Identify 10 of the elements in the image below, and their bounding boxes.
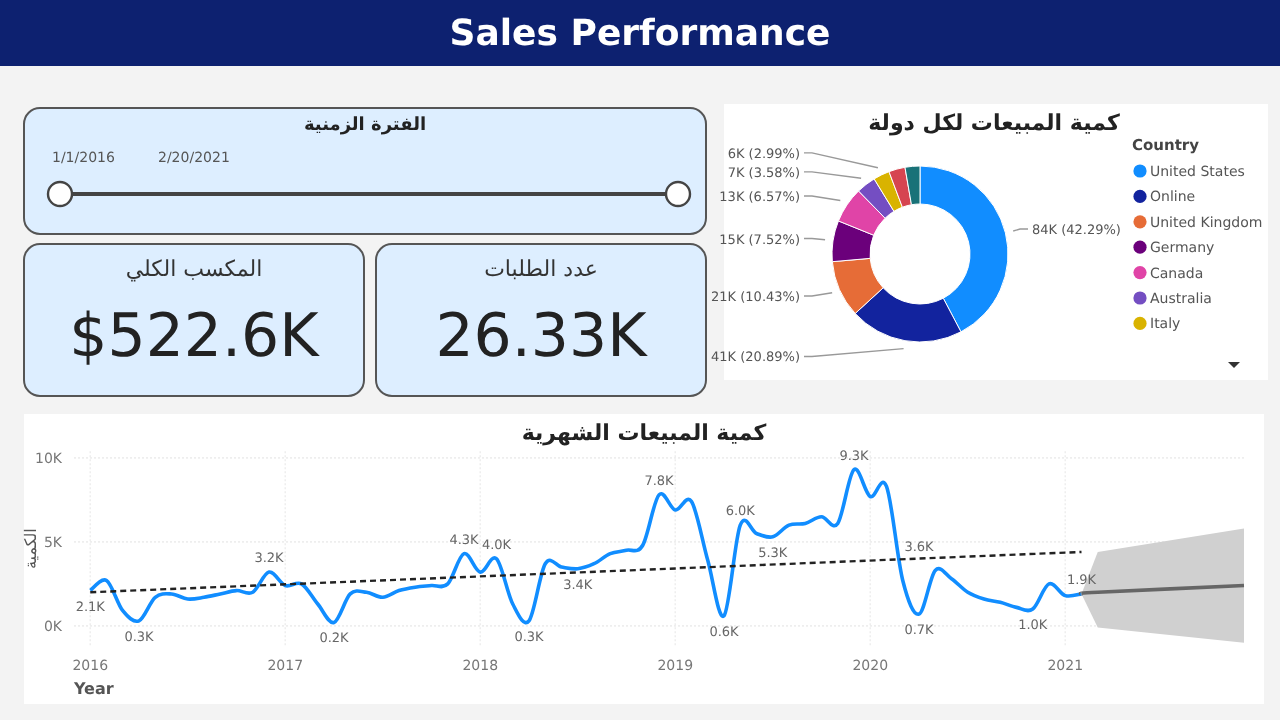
ylabel: الكمية — [22, 528, 40, 569]
annotation: $522.6K — [69, 302, 319, 372]
title: المكسب الكلي — [125, 256, 263, 282]
xlabel: Year — [74, 680, 114, 698]
title: عدد الطلبات — [484, 256, 598, 282]
annotation: 26.33K — [435, 302, 647, 372]
title: الفترة الزمنية — [303, 116, 427, 136]
title: كمية المبيعات الشهرية — [521, 420, 767, 446]
title: كمية المبيعات لكل دولة — [868, 110, 1120, 136]
title: Sales Performance — [449, 13, 831, 55]
